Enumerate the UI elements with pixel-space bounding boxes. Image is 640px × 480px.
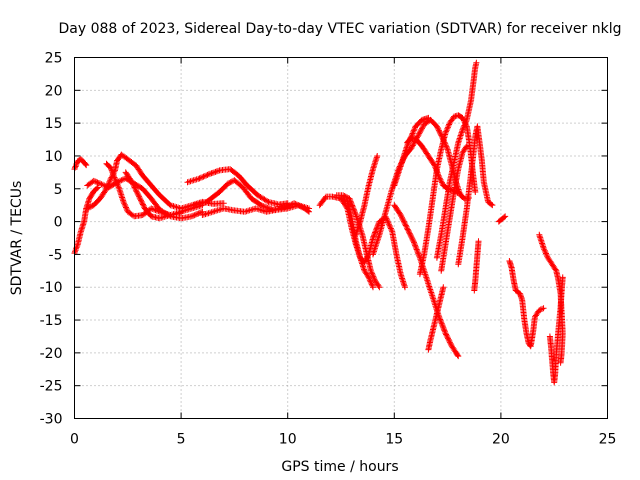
y-tick-label: -5 <box>49 247 63 263</box>
data-points <box>471 238 482 294</box>
series-arc-x <box>495 213 509 225</box>
data-points <box>546 274 566 386</box>
series-arc-y <box>506 258 547 350</box>
y-tick-label: -10 <box>40 280 63 296</box>
series-arc-m <box>352 152 381 238</box>
x-axis-label: GPS time / hours <box>281 459 398 475</box>
data-points <box>455 123 496 268</box>
y-tick-label: -25 <box>40 379 63 395</box>
x-tick-label: 0 <box>70 432 79 448</box>
y-tick-label: 20 <box>45 83 63 99</box>
series-arc-f <box>122 169 185 222</box>
data-points <box>122 169 185 222</box>
series-arc-v <box>455 123 496 268</box>
data-points <box>352 152 381 238</box>
grid-lines <box>74 57 608 419</box>
chart-title: Day 088 of 2023, Sidereal Day-to-day VTE… <box>59 21 622 37</box>
y-tick-label: -20 <box>40 346 63 362</box>
plot-border <box>74 57 608 419</box>
y-tick-label: -15 <box>40 313 63 329</box>
data-points <box>199 202 313 218</box>
series-arc-w <box>471 238 482 294</box>
data-points <box>71 184 101 257</box>
x-tick-label: 20 <box>492 432 510 448</box>
series-arc-g <box>184 166 291 208</box>
series-arc-s <box>425 284 447 353</box>
data-points <box>184 166 291 208</box>
data-points <box>338 195 376 291</box>
x-tick-label: 25 <box>599 432 617 448</box>
data-points <box>506 258 547 350</box>
data-points <box>333 192 383 291</box>
y-tick-label: 10 <box>45 149 63 165</box>
series-arc-l <box>338 195 376 291</box>
series-arc-k <box>333 192 383 291</box>
series-arc-i <box>199 202 313 218</box>
data-points <box>495 213 509 225</box>
data-points <box>425 284 447 353</box>
series-arc-t <box>433 59 480 261</box>
y-tick-label: 15 <box>45 116 63 132</box>
axis-ticks: 0 5 10 15 20 25 25 20 15 10 5 0 -5 -10 -15 -20 -25 -30 <box>40 51 617 448</box>
y-tick-label: 25 <box>45 51 63 67</box>
y-axis-label: SDTVAR / TECUs <box>9 181 25 296</box>
x-tick-label: 15 <box>385 432 403 448</box>
y-tick-label: 0 <box>54 215 63 231</box>
data-points <box>433 59 480 261</box>
data-points <box>438 143 470 274</box>
y-tick-label: 5 <box>54 182 63 198</box>
data-layer <box>71 59 566 386</box>
series-arc-u <box>438 143 470 274</box>
series-arc-a <box>71 184 101 257</box>
y-tick-label: -30 <box>40 412 63 428</box>
x-tick-label: 10 <box>279 432 297 448</box>
x-tick-label: 5 <box>177 432 186 448</box>
series-arc-aa <box>546 274 566 386</box>
